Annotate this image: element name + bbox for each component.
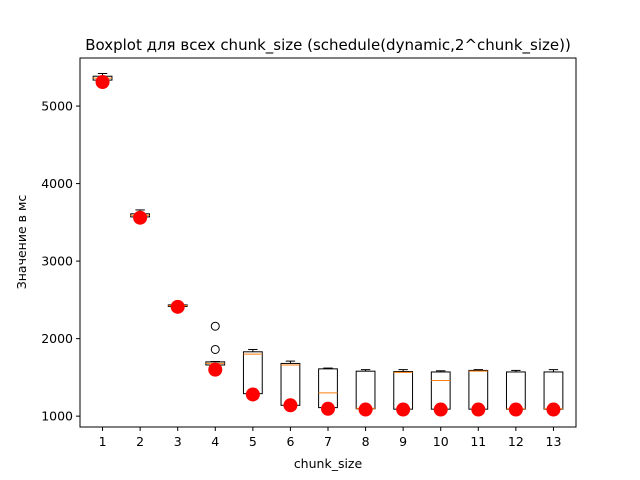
x-tick-label: 1 <box>99 434 107 449</box>
marker-point-5 <box>245 387 260 402</box>
x-tick-label: 5 <box>249 434 257 449</box>
x-tick-label: 9 <box>399 434 407 449</box>
marker-point-12 <box>508 402 523 417</box>
x-tick-label: 3 <box>174 434 182 449</box>
y-tick-label: 4000 <box>41 176 73 191</box>
y-tick-label: 3000 <box>41 254 73 269</box>
marker-point-2 <box>133 210 148 225</box>
x-tick-label: 6 <box>286 434 294 449</box>
marker-point-8 <box>358 402 373 417</box>
x-tick-label: 2 <box>136 434 144 449</box>
flier-point <box>210 344 220 354</box>
plot-area <box>92 73 564 417</box>
x-tick-label: 12 <box>508 434 524 449</box>
x-axis-label: chunk_size <box>294 456 363 471</box>
x-tick-label: 11 <box>470 434 486 449</box>
y-tick-label: 5000 <box>41 99 73 114</box>
y-axis-label: Значение в мс <box>14 195 29 290</box>
marker-point-10 <box>433 402 448 417</box>
marker-point-7 <box>321 401 335 416</box>
marker-point-3 <box>170 299 185 314</box>
marker-point-1 <box>95 75 110 90</box>
y-tick-label: 2000 <box>41 331 73 346</box>
marker-point-6 <box>283 398 298 413</box>
chart-title: Boxplot для всех chunk_size (schedule(dy… <box>85 36 571 55</box>
x-tick-label: 10 <box>433 434 449 449</box>
flier-point <box>210 321 220 331</box>
x-tick-label: 13 <box>546 434 562 449</box>
y-tick-label: 1000 <box>41 409 73 424</box>
x-tick-label: 8 <box>362 434 370 449</box>
marker-point-4 <box>208 362 223 377</box>
marker-point-9 <box>396 402 411 417</box>
x-tick-label: 7 <box>324 434 332 449</box>
x-tick-label: 4 <box>211 434 219 449</box>
marker-point-11 <box>471 402 486 417</box>
marker-point-13 <box>546 402 561 417</box>
